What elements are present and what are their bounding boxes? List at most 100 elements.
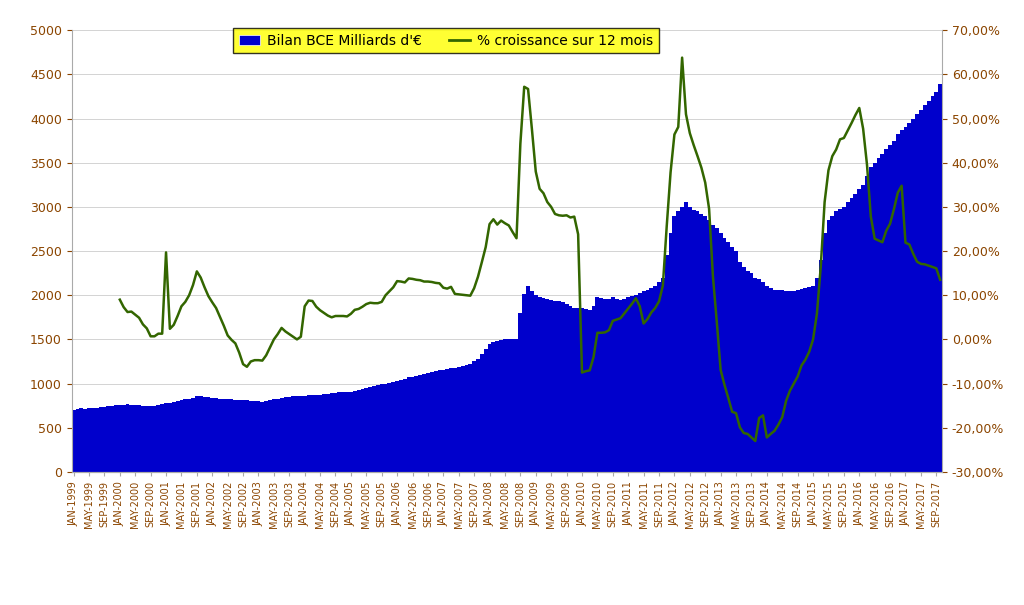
Bar [326,394,330,472]
Bar [934,92,938,472]
Bar [430,372,434,472]
Bar [148,406,153,472]
Bar [607,299,611,472]
Bar [865,176,869,472]
Bar [487,344,492,472]
Bar [885,149,888,472]
Bar [387,383,391,472]
Bar [846,203,850,472]
Bar [472,362,476,472]
Bar [303,396,306,472]
Bar [773,290,776,472]
Bar [657,282,660,472]
Bar [275,399,280,472]
Bar [195,396,199,472]
Bar [376,385,380,472]
Bar [708,220,711,472]
Bar [796,290,800,472]
Bar [618,299,623,472]
Bar [334,393,338,472]
Bar [734,251,738,472]
Bar [203,397,207,472]
Bar [861,185,865,472]
Bar [179,400,183,472]
Bar [407,378,411,472]
Bar [153,406,157,472]
Bar [360,389,365,472]
Bar [769,288,773,472]
Bar [738,262,741,472]
Bar [122,405,126,472]
Bar [623,299,627,472]
Bar [603,299,607,472]
Bar [688,207,692,472]
Bar [441,370,445,472]
Bar [306,396,310,472]
Bar [776,290,780,472]
Bar [288,397,291,472]
Bar [726,242,730,472]
Bar [291,396,295,472]
Bar [788,291,792,472]
Bar [133,405,137,472]
Bar [187,399,191,472]
Bar [780,290,784,472]
Bar [881,154,885,472]
Bar [499,340,503,472]
Bar [857,189,861,472]
Bar [225,399,229,472]
Bar [280,397,284,472]
Bar [233,400,238,472]
Bar [757,280,761,472]
Bar [191,397,195,472]
Bar [938,84,942,472]
Bar [437,370,441,472]
Bar [356,390,360,472]
Bar [807,287,811,472]
Bar [476,359,480,472]
Bar [199,396,203,472]
Bar [126,404,129,472]
Bar [546,299,549,472]
Bar [222,399,225,472]
Bar [264,401,268,472]
Bar [811,286,815,472]
Bar [399,380,402,472]
Bar [284,397,288,472]
Bar [172,402,176,472]
Bar [522,295,526,472]
Bar [507,339,511,472]
Bar [907,123,911,472]
Bar [699,214,703,472]
Bar [164,404,168,472]
Bar [900,130,903,472]
Bar [830,216,835,472]
Bar [91,408,95,472]
Bar [549,299,553,472]
Bar [645,290,649,472]
Bar [634,295,638,472]
Bar [161,404,164,472]
Bar [395,381,399,472]
Bar [365,388,369,472]
Bar [888,145,892,472]
Bar [676,211,680,472]
Bar [503,339,507,472]
Bar [144,406,148,472]
Bar [754,278,757,472]
Bar [349,391,353,472]
Bar [241,400,245,472]
Bar [580,309,584,472]
Bar [534,295,538,472]
Bar [260,402,264,472]
Bar [703,216,708,472]
Bar [792,291,796,472]
Bar [826,220,830,472]
Bar [599,298,603,472]
Bar [141,406,144,472]
Bar [835,211,838,472]
Bar [853,194,857,472]
Bar [518,313,522,472]
Bar [411,376,415,472]
Bar [183,399,187,472]
